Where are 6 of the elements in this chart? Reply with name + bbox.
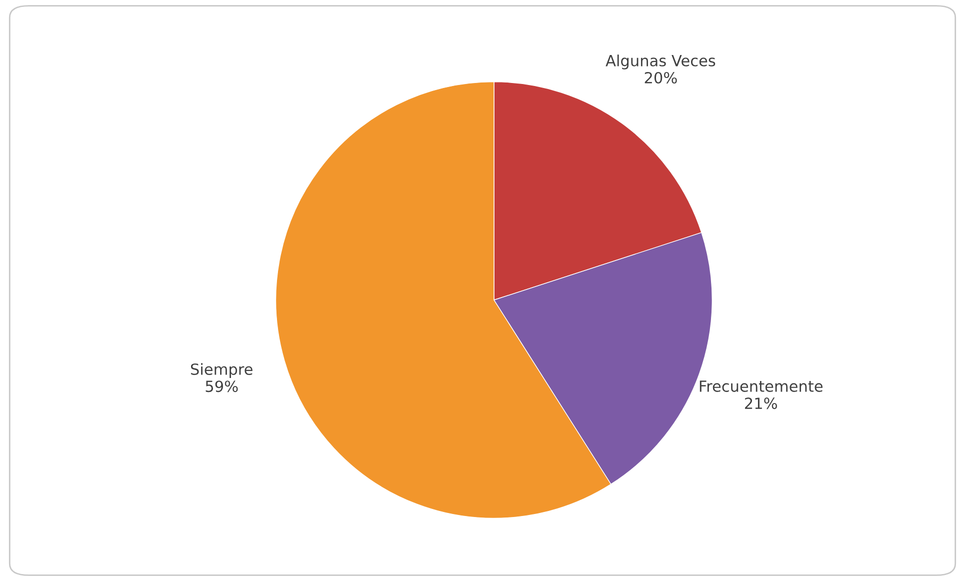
slice-label: Siempre [191, 363, 252, 378]
slice-label: Frecuentemente [700, 380, 823, 392]
data-label: 59% [206, 380, 238, 392]
data-label: 21% [745, 398, 778, 410]
data-label: 20% [644, 72, 677, 84]
slice-label: Algunas Veces [606, 54, 716, 70]
